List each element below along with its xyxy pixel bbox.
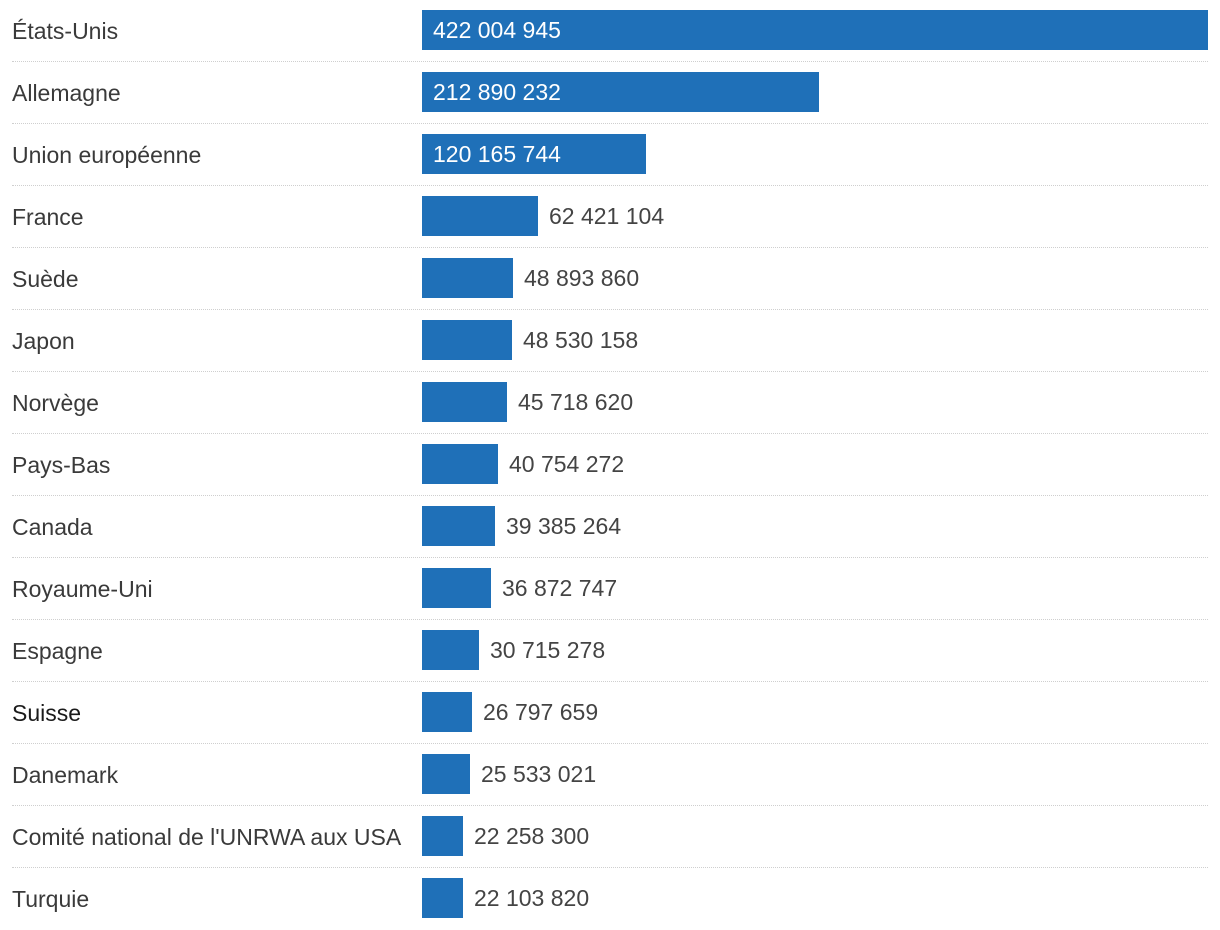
value-label: 22 103 820: [474, 885, 590, 911]
bar: [422, 878, 463, 918]
chart-row: Canada 39 385 264: [0, 496, 1220, 558]
row-divider: [12, 247, 1208, 248]
category-label: Allemagne: [12, 80, 121, 106]
chart-row: Suède 48 893 860: [0, 248, 1220, 310]
row-divider: [12, 619, 1208, 620]
bar: [422, 72, 819, 112]
category-label: Japon: [12, 328, 75, 354]
chart-row: Royaume-Uni 36 872 747: [0, 558, 1220, 620]
chart-row: Danemark 25 533 021: [0, 744, 1220, 806]
chart-row: Norvège 45 718 620: [0, 372, 1220, 434]
row-divider: [12, 309, 1208, 310]
value-label: 48 530 158: [523, 327, 639, 353]
value-label: 22 258 300: [474, 823, 590, 849]
value-label: 120 165 744: [433, 141, 561, 167]
value-label: 30 715 278: [490, 637, 606, 663]
category-label: Royaume-Uni: [12, 576, 153, 602]
row-divider: [12, 185, 1208, 186]
chart-row: Japon 48 530 158: [0, 310, 1220, 372]
category-label: États-Unis: [12, 18, 119, 44]
value-label: 45 718 620: [518, 389, 634, 415]
bar: [422, 444, 498, 484]
category-label: France: [12, 204, 84, 230]
value-label: 26 797 659: [483, 699, 599, 725]
value-label: 40 754 272: [509, 451, 625, 477]
category-label: Danemark: [12, 762, 119, 788]
category-label: Suède: [12, 266, 79, 292]
category-label: Espagne: [12, 638, 103, 664]
chart-row: Turquie 22 103 820: [0, 868, 1220, 930]
category-label: Suisse: [12, 700, 82, 726]
bar: [422, 630, 479, 670]
chart-row: France 62 421 104: [0, 186, 1220, 248]
chart-row: Espagne 30 715 278: [0, 620, 1220, 682]
row-divider: [12, 61, 1208, 62]
bar: [422, 506, 495, 546]
row-divider: [12, 681, 1208, 682]
bar: [422, 134, 646, 174]
category-label: Canada: [12, 514, 93, 540]
row-divider: [12, 433, 1208, 434]
value-label: 36 872 747: [502, 575, 618, 601]
category-label: Turquie: [12, 886, 90, 912]
row-divider: [12, 371, 1208, 372]
bar: [422, 196, 538, 236]
row-divider: [12, 123, 1208, 124]
chart-row: Comité national de l'UNRWA aux USA 22 258…: [0, 806, 1220, 868]
bar: [422, 816, 463, 856]
value-label: 62 421 104: [549, 203, 665, 229]
row-divider: [12, 867, 1208, 868]
row-divider: [12, 805, 1208, 806]
row-divider: [12, 557, 1208, 558]
category-label: Comité national de l'UNRWA aux USA: [12, 824, 402, 850]
value-label: 48 893 860: [524, 265, 640, 291]
bar: [422, 382, 507, 422]
chart-row: Allemagne 212 890 232: [0, 62, 1220, 124]
value-label: 212 890 232: [433, 79, 561, 105]
category-label: Union européenne: [12, 142, 202, 168]
chart-row: Pays-Bas 40 754 272: [0, 434, 1220, 496]
bar: [422, 568, 491, 608]
bar: [422, 692, 472, 732]
value-label: 25 533 021: [481, 761, 597, 787]
category-label: Pays-Bas: [12, 452, 111, 478]
value-label: 422 004 945: [433, 17, 561, 43]
row-divider: [12, 743, 1208, 744]
bar: [422, 320, 512, 360]
chart-row: Union européenne 120 165 744: [0, 124, 1220, 186]
row-divider: [12, 495, 1208, 496]
category-label: Norvège: [12, 390, 99, 416]
bar: [422, 258, 513, 298]
bar: [422, 754, 470, 794]
chart-row: Suisse 26 797 659: [0, 682, 1220, 744]
bar: [422, 10, 1208, 50]
value-label: 39 385 264: [506, 513, 622, 539]
chart-row: États-Unis 422 004 945: [0, 0, 1220, 62]
